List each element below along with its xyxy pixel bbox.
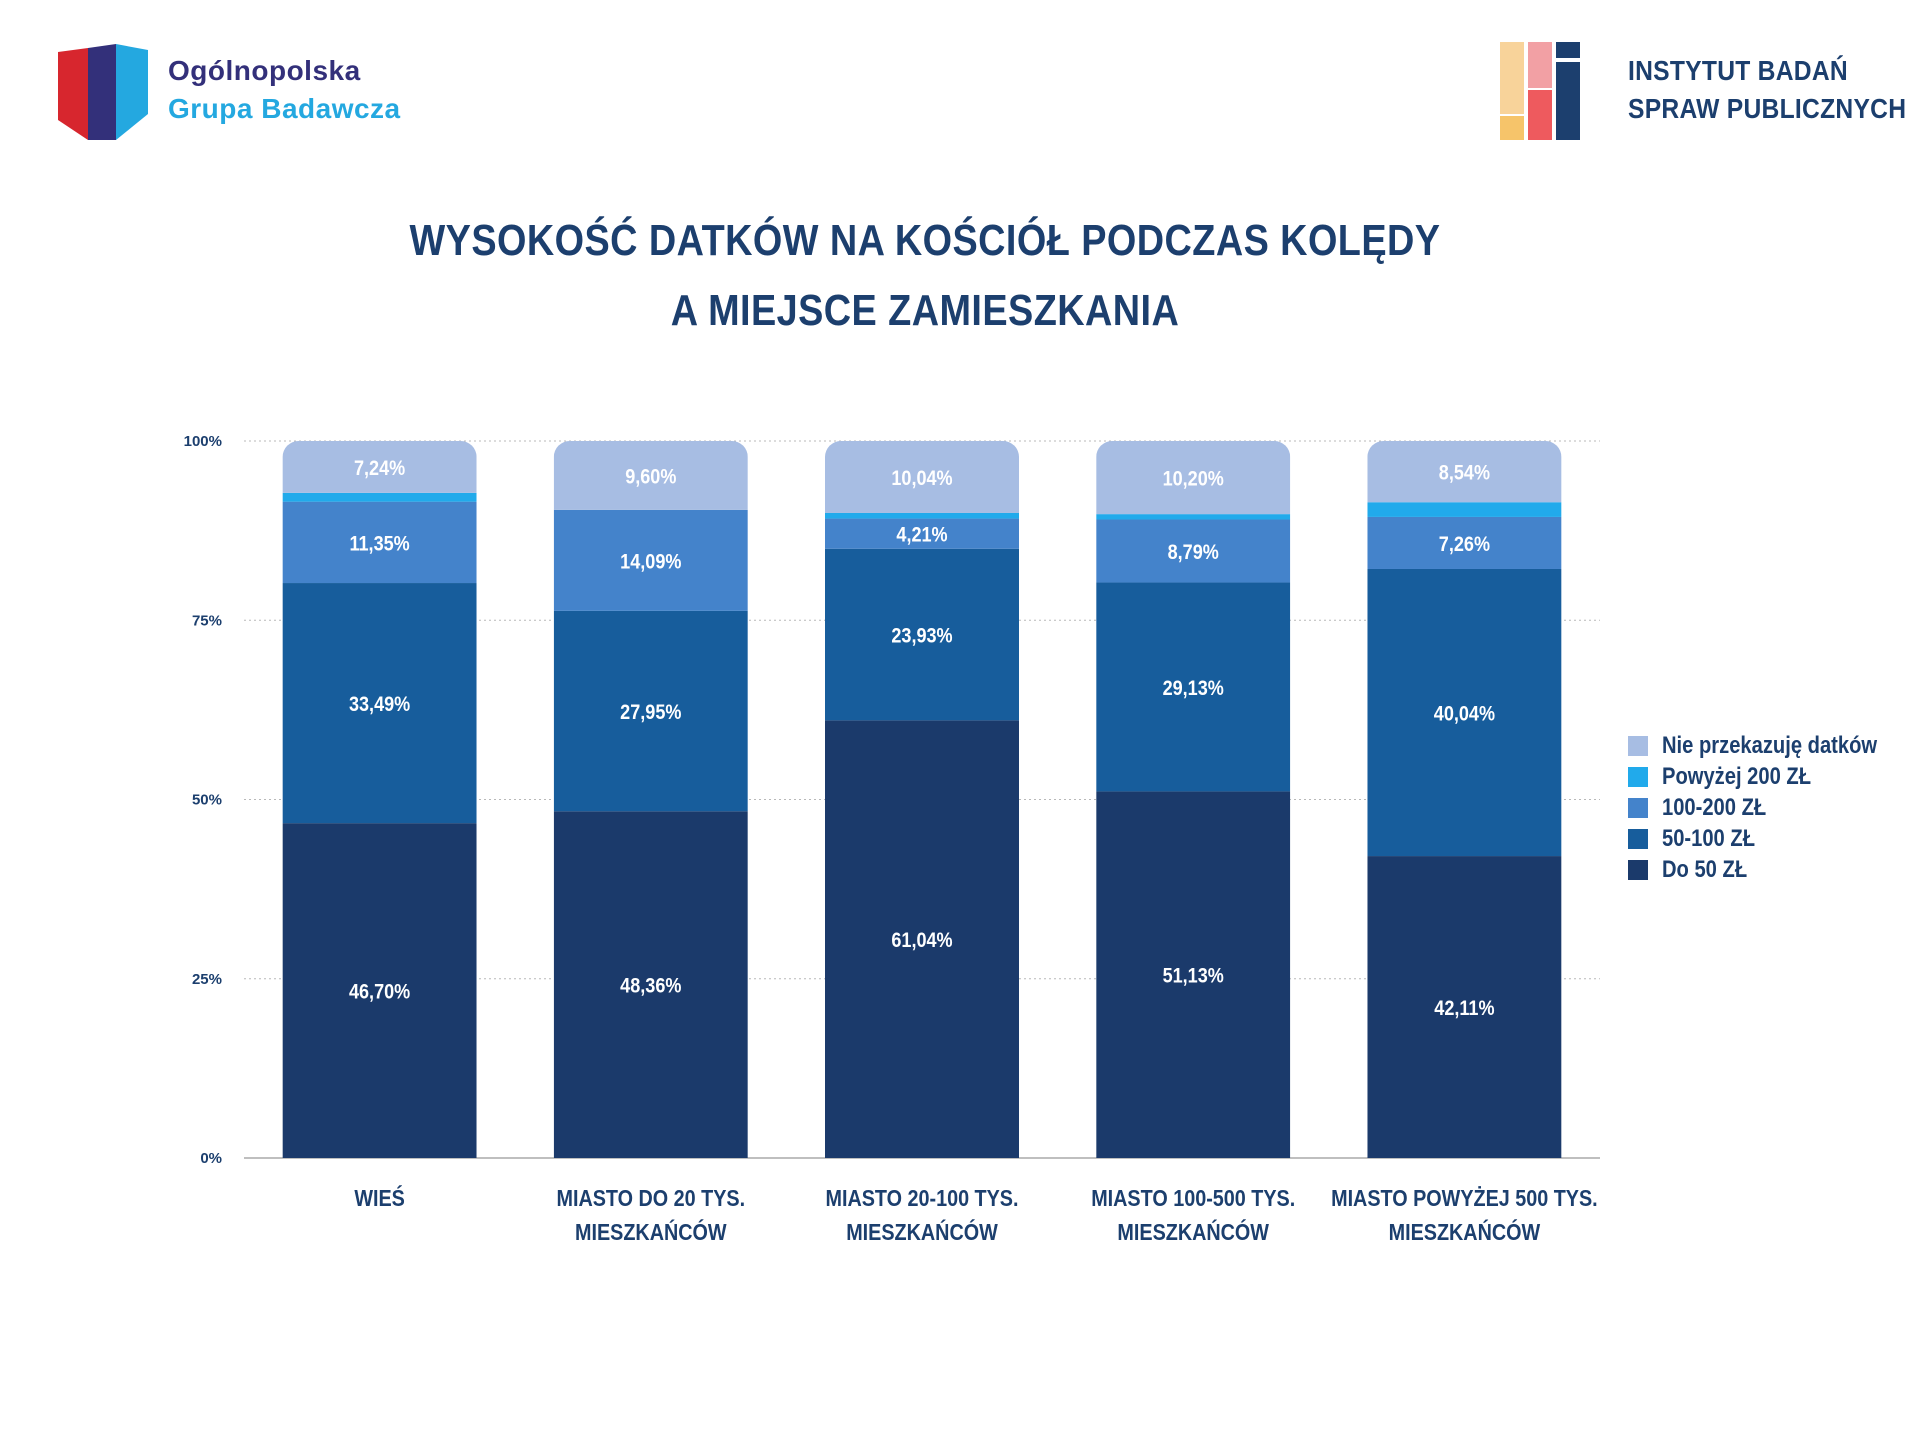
bar-segment (282, 501, 477, 584)
y-tick-label: 0% (200, 1150, 222, 1167)
bar-segment (1096, 791, 1291, 1158)
legend-swatch (1628, 797, 1648, 818)
ogb-logo: Ogólnopolska Grupa Badawcza (58, 44, 418, 144)
bar-segment (825, 512, 1019, 519)
bar-segment (1096, 519, 1291, 583)
data-label: 48,36% (620, 974, 681, 998)
legend-swatch (1628, 766, 1648, 787)
ogb-name-line2: Grupa Badawcza (168, 93, 401, 124)
bar-segment (1367, 516, 1562, 569)
bar-segment (1367, 856, 1562, 1158)
y-tick-label: 100% (184, 433, 222, 450)
data-label: 11,35% (349, 532, 409, 556)
legend-item: Powyżej 200 ZŁ (1628, 761, 1918, 792)
x-category-label: MIESZKAŃCÓW (575, 1219, 727, 1246)
legend-label: Nie przekazuję datków (1662, 731, 1878, 759)
chart-legend: Nie przekazuję datków Powyżej 200 ZŁ 100-2… (1628, 730, 1918, 885)
data-label: 10,20% (1163, 467, 1224, 491)
legend-label: 100-200 ZŁ (1662, 793, 1767, 821)
bar-segment (1096, 441, 1291, 515)
data-label: 9,60% (625, 465, 676, 489)
chart-title-line1: WYSOKOŚĆ DATKÓW NA KOŚCIÓŁ PODCZAS KOLĘD… (409, 216, 1441, 265)
bar-segment (553, 509, 748, 611)
bar-segment (1367, 502, 1562, 517)
x-category-label: WIEŚ (354, 1185, 405, 1212)
bar-segment (825, 518, 1019, 549)
legend-item: 100-200 ZŁ (1628, 792, 1918, 823)
data-label: 14,09% (620, 550, 681, 574)
ogb-name-line1: Ogólnopolska (168, 55, 361, 86)
data-label: 61,04% (891, 929, 952, 953)
data-label: 33,49% (349, 693, 410, 717)
bar-stack (282, 441, 477, 1158)
x-category-label: MIASTO 20-100 TYS. (826, 1186, 1019, 1212)
data-label: 8,79% (1168, 541, 1219, 565)
x-category-label: MIASTO POWYŻEJ 500 TYS. (1331, 1186, 1598, 1212)
ibsp-name-line1: INSTYTUT BADAŃ (1628, 55, 1848, 86)
data-label: 4,21% (896, 523, 947, 547)
ibsp-name-line2: SPRAW PUBLICZNYCH (1628, 93, 1907, 124)
bar-segment (1367, 568, 1562, 857)
legend-swatch (1628, 828, 1648, 849)
y-tick-label: 75% (192, 612, 222, 629)
legend-swatch (1628, 735, 1648, 756)
bar-segment (282, 492, 477, 502)
data-label: 7,24% (354, 457, 405, 481)
bar-segment (282, 441, 477, 493)
bar-segment (282, 583, 477, 824)
bar-segment (1367, 441, 1562, 503)
bar-segment (282, 823, 477, 1158)
x-category-label: MIESZKAŃCÓW (1389, 1219, 1541, 1246)
bar-segment (825, 441, 1019, 513)
x-category-label: MIASTO 100-500 TYS. (1091, 1186, 1295, 1212)
legend-swatch (1628, 859, 1648, 880)
legend-label: 50-100 ZŁ (1662, 824, 1756, 852)
legend-item: Nie przekazuję datków (1628, 730, 1918, 761)
tiles-logo-icon (1500, 42, 1580, 140)
data-label: 42,11% (1434, 997, 1494, 1021)
bar-segment (825, 720, 1019, 1158)
y-tick-label: 50% (192, 792, 222, 809)
bar-stack (553, 441, 748, 1158)
bar-segment (553, 441, 748, 510)
data-label: 8,54% (1439, 461, 1490, 485)
legend-label: Powyżej 200 ZŁ (1662, 762, 1812, 790)
data-label: 27,95% (620, 701, 681, 725)
x-category-label: MIESZKAŃCÓW (846, 1219, 998, 1246)
bar-segment (553, 610, 748, 812)
bar-segment (825, 548, 1019, 721)
bar-stack (825, 441, 1019, 1158)
data-label: 7,26% (1439, 533, 1490, 557)
data-label: 46,70% (349, 980, 410, 1004)
legend-item: Do 50 ZŁ (1628, 854, 1918, 885)
bar-segment (1096, 582, 1291, 792)
bar-stack (1367, 441, 1562, 1158)
x-category-label: MIESZKAŃCÓW (1117, 1219, 1269, 1246)
y-tick-label: 25% (192, 971, 222, 988)
bar-segment (1096, 514, 1291, 520)
x-category-label: MIASTO DO 20 TYS. (557, 1186, 746, 1212)
chart-title: WYSOKOŚĆ DATKÓW NA KOŚCIÓŁ PODCZAS KOLĘD… (0, 206, 1850, 346)
bar-segment (553, 811, 748, 1158)
shield-logo-icon (58, 44, 148, 140)
data-label: 40,04% (1434, 702, 1495, 726)
data-label: 23,93% (891, 624, 952, 648)
data-label: 10,04% (891, 467, 952, 491)
chart-title-line2: A MIEJSCE ZAMIESZKANIA (670, 286, 1180, 335)
data-label: 29,13% (1163, 677, 1224, 701)
legend-item: 50-100 ZŁ (1628, 823, 1918, 854)
legend-label: Do 50 ZŁ (1662, 855, 1748, 883)
ibsp-logo: INSTYTUT BADAŃ SPRAW PUBLICZNYCH (1500, 42, 1906, 142)
bar-stack (1096, 441, 1291, 1158)
data-label: 51,13% (1163, 964, 1224, 988)
